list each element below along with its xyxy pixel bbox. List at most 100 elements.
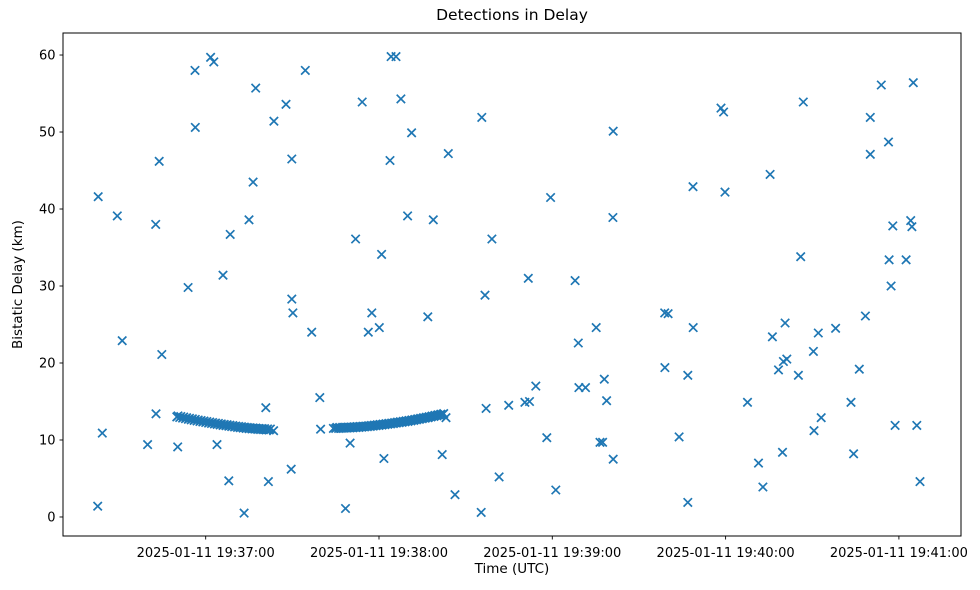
data-point-marker [876, 80, 887, 90]
y-tick-label: 50 [39, 126, 56, 141]
data-point-marker [363, 327, 374, 338]
data-point-marker [218, 270, 228, 281]
data-point-marker [773, 365, 784, 375]
data-point-marker [286, 154, 297, 164]
y-axis-label: Bistatic Delay (km) [10, 220, 26, 349]
data-point-marker [659, 308, 670, 318]
data-point-marker [286, 294, 297, 304]
data-point-marker [288, 308, 298, 318]
data-point-marker [385, 155, 395, 166]
data-point-marker [476, 112, 487, 123]
data-point-marker [591, 322, 602, 333]
data-point-marker [523, 273, 534, 284]
data-point-marker [212, 439, 222, 450]
data-point-marker [674, 432, 684, 442]
data-point-marker [608, 212, 618, 223]
data-point-marker [595, 437, 605, 448]
data-point-marker [911, 420, 922, 431]
x-tick-label: 2025-01-11 19:41:00 [830, 546, 968, 561]
data-point-marker [720, 187, 730, 197]
y-tick-label: 20 [39, 356, 56, 371]
data-point-marker [225, 229, 236, 240]
data-point-marker [883, 137, 894, 147]
data-point-marker [907, 221, 917, 232]
data-point-marker [422, 311, 433, 322]
x-tick-label: 2025-01-11 19:39:00 [483, 546, 621, 561]
data-point-marker [376, 249, 387, 260]
data-point-marker [503, 400, 514, 411]
data-point-marker [545, 192, 556, 203]
x-tick-label: 2025-01-11 19:38:00 [310, 546, 448, 561]
data-point-marker [396, 94, 406, 104]
data-point-marker [884, 254, 894, 265]
data-point-marker [682, 497, 693, 508]
data-point-marker [798, 97, 809, 107]
data-point-marker [908, 77, 919, 88]
data-point-marker [573, 338, 584, 348]
y-tick-label: 60 [39, 49, 56, 64]
data-point-marker [795, 251, 806, 262]
data-point-marker [886, 281, 896, 291]
data-point-marker [151, 408, 161, 419]
data-point-marker [357, 97, 368, 107]
data-point-marker [190, 122, 201, 133]
data-point-marker [205, 52, 216, 63]
data-point-marker [481, 403, 491, 414]
data-point-marker [524, 396, 535, 407]
data-point-marker [300, 65, 311, 76]
data-point-marker [428, 214, 439, 225]
data-point-marker [190, 65, 200, 76]
data-point-marker [281, 99, 291, 110]
data-point-marker [663, 308, 673, 319]
data-point-marker [154, 156, 165, 167]
data-point-marker [340, 503, 351, 514]
data-point-marker [345, 438, 355, 448]
y-tick-label: 0 [47, 510, 55, 525]
data-point-marker [250, 83, 261, 93]
data-point-marker [813, 328, 824, 338]
y-tick-label: 10 [39, 433, 56, 448]
data-point-marker [183, 282, 193, 293]
data-point-marker [406, 127, 417, 138]
data-point-marker [437, 449, 448, 460]
axes-frame [62, 32, 962, 537]
data-point-marker [208, 57, 219, 67]
data-point-marker [541, 432, 552, 443]
data-point-marker [450, 489, 460, 500]
data-point-marker [265, 424, 276, 434]
data-point-marker [816, 412, 827, 423]
data-point-marker [608, 454, 619, 465]
data-point-marker [780, 318, 790, 328]
data-point-marker [890, 420, 900, 431]
data-point-marker [753, 458, 764, 468]
data-point-marker [570, 275, 580, 286]
data-point-marker [808, 346, 819, 357]
data-point-marker [374, 322, 385, 333]
chart-title: Detections in Delay [436, 6, 588, 24]
data-point-marker [597, 437, 608, 448]
data-point-marker [758, 482, 768, 492]
x-tick-label: 2025-01-11 19:37:00 [137, 546, 275, 561]
data-point-marker [688, 322, 699, 333]
data-point-marker [438, 408, 449, 419]
data-point-marker [244, 214, 254, 225]
data-point-marker [682, 370, 693, 381]
data-point-marker [435, 409, 446, 420]
data-point-marker [248, 177, 258, 187]
data-point-marker [777, 447, 788, 458]
data-point-marker [854, 364, 865, 375]
data-point-marker [487, 234, 497, 244]
data-point-marker [718, 107, 729, 117]
data-point-marker [93, 191, 104, 202]
data-point-marker [476, 507, 487, 518]
data-point-marker [688, 181, 698, 192]
data-point-marker [269, 116, 279, 127]
data-point-marker [530, 381, 541, 391]
data-point-marker [601, 395, 612, 406]
data-point-marker [314, 392, 325, 403]
data-point-marker [443, 148, 454, 159]
data-point-marker [830, 323, 841, 334]
